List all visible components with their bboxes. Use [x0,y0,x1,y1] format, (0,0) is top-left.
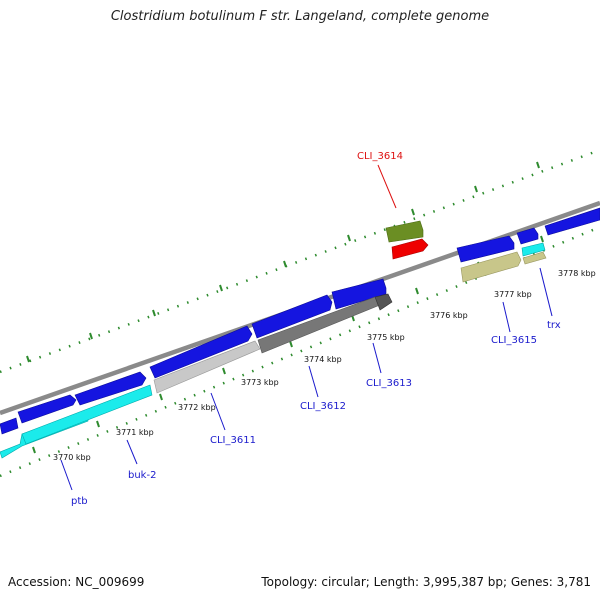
gene-arrow [456,235,515,263]
gene-label-cli3613: CLI_3613 [366,378,412,389]
gene-label-cli3614: CLI_3614 [357,151,403,162]
map-title: Clostridium botulinum F str. Langeland, … [110,9,490,24]
gene-label-cli3612: CLI_3612 [300,401,346,412]
scale-label: 3777 kbp [494,290,532,299]
scale-label: 3775 kbp [367,333,405,342]
gene-cli3614-upper [385,220,424,243]
gene-arrow [0,417,19,435]
scale-label: 3771 kbp [116,428,154,437]
gene-label-cli3615: CLI_3615 [491,335,537,346]
gene-arrow [544,207,600,236]
scale-label: 3773 kbp [241,378,279,387]
gene-cli3613 [374,293,393,311]
gene-arrow [74,371,147,406]
scale-label: 3774 kbp [304,355,342,364]
callout-lines [60,164,553,491]
genome-stats-text: Topology: circular; Length: 3,995,387 bp… [261,575,591,589]
scale-label: 3778 kbp [558,269,596,278]
scale-labels: 3770 kbp 3771 kbp 3772 kbp 3773 kbp 3774… [53,269,596,462]
gene-arrow [17,394,77,424]
gene-label-trx: trx [547,320,561,331]
gene-arrow [331,278,387,310]
gene-cli3614-lower [391,238,429,260]
gene-cli3615 [460,251,522,283]
gene-label-buk2: buk-2 [128,470,156,481]
gene-labels: ptb buk-2 CLI_3611 CLI_3612 CLI_3613 CLI… [71,151,561,507]
gene-arrow [516,227,539,245]
scale-label: 3770 kbp [53,453,91,462]
gene-label-ptb: ptb [71,496,88,507]
gene-label-cli3611: CLI_3611 [210,435,256,446]
gene-buk-2 [21,384,153,445]
gene-arrow [251,294,333,339]
gene-arrow [149,325,253,379]
gene-trx [522,251,547,265]
scale-label: 3776 kbp [430,311,468,320]
forward-genes [0,207,600,435]
gene-cyan-small [521,242,546,257]
scale-label: 3772 kbp [178,403,216,412]
gene-cli3611 [153,340,261,394]
accession-text: Accession: NC_009699 [8,575,145,589]
outer-major-ticks [26,161,540,363]
